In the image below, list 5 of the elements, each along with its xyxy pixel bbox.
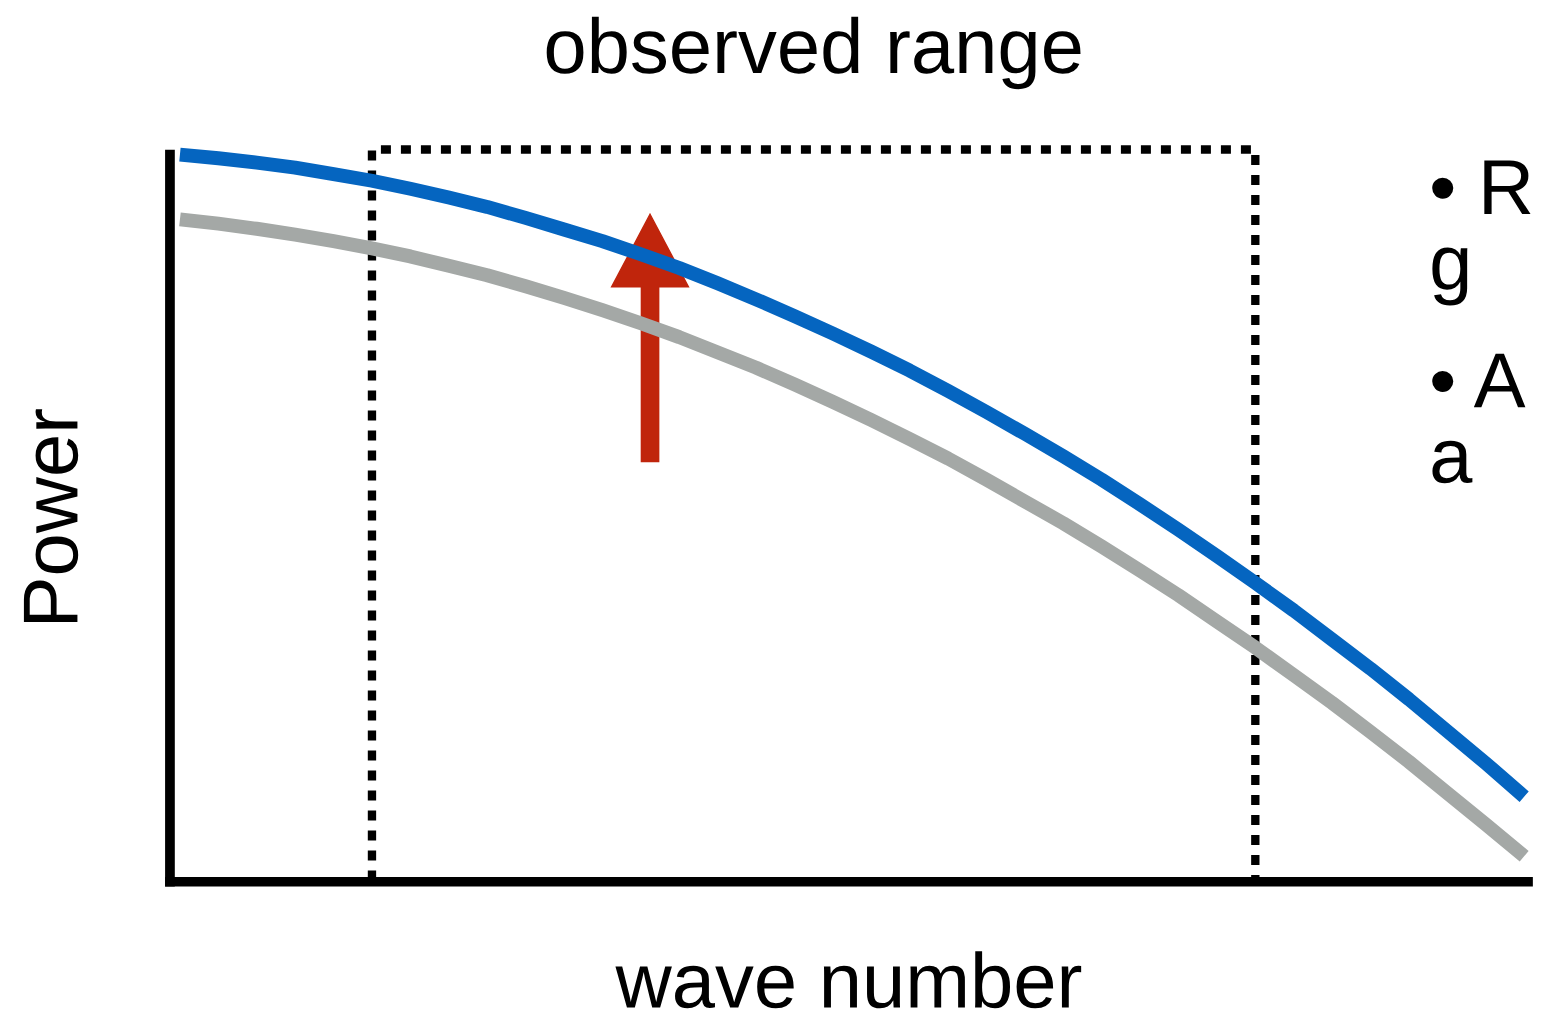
annotation: • R g <box>1432 160 1531 306</box>
y-axis-title: Power <box>23 409 79 623</box>
text: observed range <box>546 16 1081 90</box>
x-axis-title: wave number <box>615 951 1082 1009</box>
annotation: • A a <box>1432 353 1526 484</box>
